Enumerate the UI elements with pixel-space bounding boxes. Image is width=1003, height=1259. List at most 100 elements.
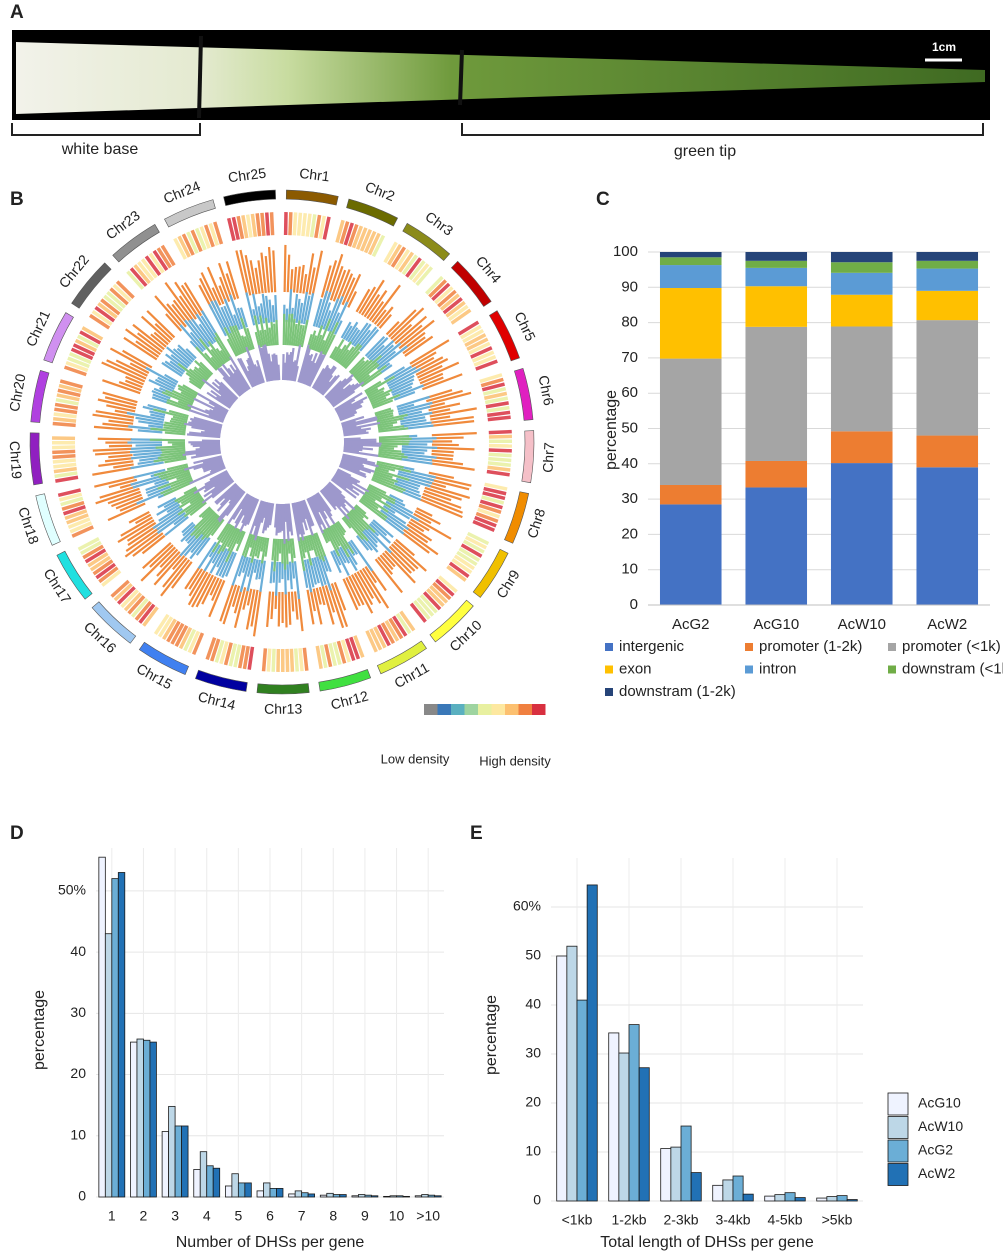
- track-bar: [332, 476, 360, 496]
- track-bar: [344, 350, 361, 370]
- track-bar: [350, 360, 366, 375]
- track-bar: [93, 425, 133, 432]
- density-band: [408, 260, 426, 281]
- track-bar: [210, 389, 233, 407]
- track-bar: [330, 551, 342, 574]
- track-bar: [400, 458, 433, 465]
- track-bar: [299, 500, 307, 520]
- density-band: [394, 249, 411, 271]
- track-bar: [395, 538, 415, 557]
- density-band: [187, 630, 201, 654]
- track-bar: [275, 319, 279, 346]
- density-band: [451, 558, 473, 575]
- track-bar: [417, 364, 443, 379]
- chromosome-label: Chr21: [23, 308, 54, 350]
- track-bar: [358, 374, 371, 384]
- track-bar: [125, 375, 144, 386]
- track-bar: [190, 442, 221, 446]
- track-bar: [252, 590, 262, 637]
- track-bar: [227, 367, 247, 393]
- track-bar: [406, 523, 433, 542]
- track-bar: [387, 367, 422, 388]
- track-bar: [193, 459, 224, 471]
- track-bar: [266, 502, 273, 528]
- track-bar: [354, 504, 367, 515]
- track-bar: [365, 489, 383, 500]
- density-band: [460, 543, 483, 558]
- density-band: [55, 397, 79, 406]
- track-bar: [322, 310, 332, 330]
- density-band: [332, 641, 342, 666]
- track-bar: [257, 260, 264, 294]
- track-bar: [239, 249, 252, 296]
- track-bar: [397, 472, 433, 485]
- track-bar: [297, 537, 306, 572]
- y-tick-label: 20: [621, 525, 638, 542]
- track-bar: [124, 529, 162, 558]
- legend-label: AcW10: [918, 1118, 963, 1134]
- x-tick-label: 1-2kb: [611, 1212, 646, 1228]
- track-bar: [341, 457, 364, 466]
- track-bar: [371, 284, 401, 323]
- track-bar: [195, 346, 218, 371]
- track-bar: [292, 266, 298, 293]
- track-bar: [151, 389, 171, 400]
- track-bar: [163, 423, 187, 430]
- track-bar: [385, 321, 400, 336]
- density-band: [194, 227, 207, 251]
- track-bar: [303, 559, 313, 593]
- bar: [608, 1032, 620, 1202]
- track-bar: [210, 518, 225, 537]
- y-tick-label: 60%: [513, 898, 541, 914]
- track-bar: [92, 447, 133, 452]
- density-band: [405, 257, 422, 278]
- track-bar: [220, 524, 233, 544]
- legend-swatch: [505, 704, 519, 715]
- track-bar: [164, 516, 189, 537]
- track-bar: [309, 496, 321, 513]
- track-bar: [135, 340, 160, 358]
- track-bar: [200, 430, 221, 436]
- track-bar: [312, 364, 330, 390]
- density-band: [322, 216, 331, 240]
- track-bar: [189, 501, 207, 517]
- track-bar: [191, 451, 222, 459]
- track-bar: [287, 538, 291, 554]
- track-bar: [400, 419, 427, 426]
- track-bar: [249, 260, 258, 295]
- track-bar: [140, 315, 171, 343]
- chromosome: [71, 262, 112, 309]
- density-band: [231, 216, 240, 241]
- track-bar: [166, 303, 187, 328]
- bar: [846, 1199, 858, 1202]
- track-bar: [363, 528, 379, 544]
- density-band: [54, 407, 78, 415]
- bar: [98, 856, 106, 1198]
- track-bar: [225, 552, 237, 577]
- density-band: [94, 306, 116, 323]
- track-bar: [286, 314, 291, 346]
- density-band: [422, 591, 442, 611]
- track-bar: [408, 521, 425, 533]
- y-tick-label: 30: [70, 1004, 86, 1020]
- legend-label: intergenic: [619, 638, 685, 655]
- track-bar: [177, 387, 197, 399]
- legend-label: promoter (1-2k): [759, 638, 862, 655]
- track-bar: [404, 526, 429, 544]
- track-bar: [306, 589, 315, 625]
- track-bar: [312, 495, 328, 520]
- chromosome-label: Chr2: [363, 178, 397, 204]
- track-bar: [193, 509, 214, 529]
- x-tick-label: 7: [298, 1208, 306, 1224]
- track-bar: [288, 313, 294, 346]
- track-bar: [287, 351, 293, 381]
- track-bar: [193, 472, 229, 495]
- density-band: [266, 648, 272, 672]
- track-bar: [95, 450, 133, 456]
- track-bar: [341, 458, 365, 468]
- track-bar: [398, 319, 435, 350]
- track-bar: [383, 366, 406, 381]
- density-band: [456, 550, 478, 567]
- bar: [402, 1195, 410, 1198]
- track-bar: [243, 534, 254, 558]
